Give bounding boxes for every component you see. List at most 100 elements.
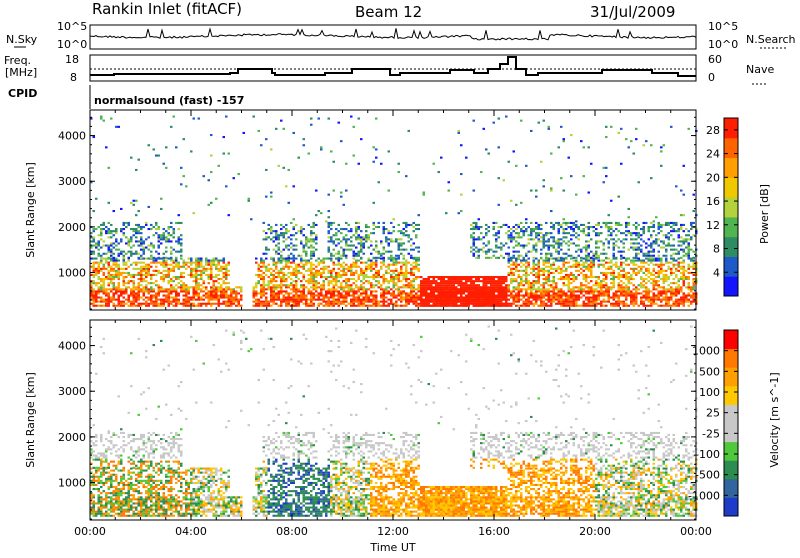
power-cell (590, 262, 593, 264)
power-cell (613, 282, 616, 284)
power-cell (640, 260, 643, 262)
power-cell (278, 292, 281, 294)
power-cell (508, 255, 511, 257)
power-cell (598, 264, 601, 266)
power-cell (440, 299, 443, 301)
power-cell (225, 295, 228, 297)
power-cell (538, 276, 541, 278)
power-cell (93, 295, 96, 297)
power-cell (315, 274, 318, 276)
power-cell (98, 276, 101, 278)
power-cell (603, 260, 606, 262)
power-cell (458, 299, 461, 301)
power-cell (358, 234, 361, 236)
power-cell (360, 284, 363, 286)
power-cell (540, 270, 543, 272)
power-cell (345, 305, 348, 307)
power-cell (275, 295, 278, 297)
power-cell (480, 303, 483, 305)
power-cell (288, 272, 291, 274)
power-cell (353, 290, 356, 292)
power-cell (633, 305, 636, 307)
power-cell (618, 299, 621, 301)
power-cell (403, 232, 406, 234)
power-cell (563, 260, 566, 262)
power-cell (523, 230, 526, 232)
power-cell (643, 284, 646, 286)
power-cell (190, 274, 193, 276)
power-cell (188, 301, 191, 303)
power-cell (575, 232, 578, 234)
power-cell (358, 301, 361, 303)
power-cell (165, 274, 168, 276)
power-cell (485, 284, 488, 286)
cpid-label: CPID (8, 87, 37, 100)
power-cell (465, 290, 468, 292)
power-cell (458, 305, 461, 307)
power-cell (235, 286, 238, 288)
power-cell (460, 303, 463, 305)
power-cell (588, 297, 591, 299)
power-cell (580, 264, 583, 266)
power-cell (513, 278, 516, 280)
power-cell (128, 272, 131, 274)
power-cell (410, 295, 413, 297)
power-cell (105, 295, 108, 297)
power-cell (210, 278, 213, 280)
power-cell (530, 292, 533, 294)
power-cell (438, 286, 441, 288)
power-cell (278, 258, 281, 260)
power-cell (495, 303, 498, 305)
power-cell (170, 290, 173, 292)
power-cell (315, 224, 318, 226)
power-cell (203, 280, 206, 282)
power-cell (538, 266, 541, 268)
power-cell (148, 272, 151, 274)
power-cell (635, 234, 638, 236)
power-cell (608, 234, 611, 236)
power-cell (478, 303, 481, 305)
power-cell (490, 257, 493, 259)
power-cell (463, 303, 466, 305)
power-cell (533, 286, 536, 288)
power-cell (618, 286, 621, 288)
power-cell (218, 264, 221, 266)
power-cell (113, 297, 116, 299)
power-cell (360, 230, 363, 232)
power-cell (403, 284, 406, 286)
power-cell (500, 295, 503, 297)
power-cell (640, 238, 643, 240)
power-cell (323, 305, 326, 307)
power-cell (138, 303, 141, 305)
power-cell (635, 249, 638, 251)
power-cell (443, 295, 446, 297)
power-cell (170, 292, 173, 294)
power-cell (118, 272, 121, 274)
power-cell (315, 249, 318, 251)
power-cell (543, 282, 546, 284)
power-cell (613, 249, 616, 251)
power-cell (308, 270, 311, 272)
power-cell (483, 247, 486, 249)
power-cell (603, 299, 606, 301)
power-cell (498, 290, 501, 292)
power-cell (655, 299, 658, 301)
power-cell (215, 266, 218, 268)
power-cell (310, 118, 313, 120)
power-cell (353, 278, 356, 280)
power-cell (635, 299, 638, 301)
power-cell (578, 249, 581, 251)
power-cell (138, 230, 141, 232)
power-cell (310, 272, 313, 274)
power-cell (660, 262, 663, 264)
power-cell (158, 303, 161, 305)
power-cell (260, 266, 263, 268)
power-cell (440, 301, 443, 303)
power-cell (620, 163, 623, 165)
power-cell (108, 202, 111, 204)
power-cell (335, 280, 338, 282)
power-cell (335, 245, 338, 247)
power-cell (185, 290, 188, 292)
power-cell (195, 260, 198, 262)
power-cell (495, 238, 498, 240)
